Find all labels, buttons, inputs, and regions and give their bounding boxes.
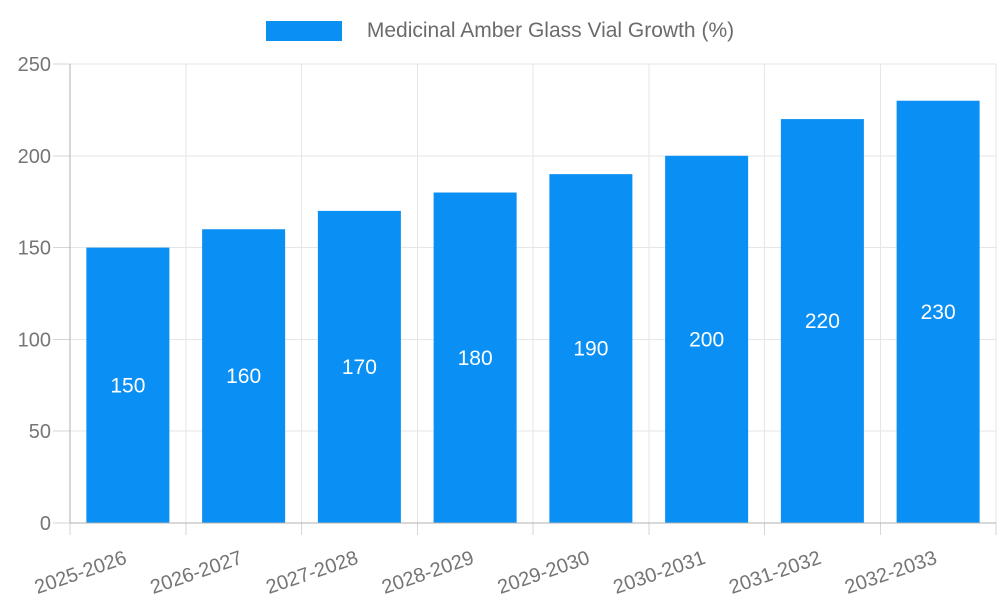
legend-label: Medicinal Amber Glass Vial Growth (%) [366, 19, 735, 42]
legend-swatch [265, 21, 342, 41]
y-tick-label: 250 [18, 54, 51, 76]
bar-value-label: 220 [805, 310, 840, 333]
bar-2032-2033[interactable] [896, 100, 980, 523]
x-tick-label: 2030-2031 [611, 547, 709, 599]
x-tick-label: 2025-2026 [32, 547, 130, 599]
bar-value-label: 200 [689, 328, 724, 351]
x-tick-label: 2027-2028 [263, 547, 361, 599]
y-tick-label: 150 [18, 238, 51, 260]
x-tick-label: 2031-2032 [726, 547, 824, 599]
x-tick-label: 2032-2033 [842, 547, 940, 599]
bar-value-label: 160 [226, 365, 261, 388]
bar-value-label: 180 [458, 347, 493, 370]
bar-2026-2027[interactable] [202, 229, 286, 524]
bar-value-label: 170 [342, 356, 377, 379]
x-tick-label: 2028-2029 [379, 547, 477, 599]
bar-value-label: 190 [573, 338, 608, 361]
bar-2031-2032[interactable] [780, 119, 864, 523]
y-tick-label: 0 [40, 513, 51, 535]
bar-2030-2031[interactable] [665, 155, 749, 524]
x-tick-label: 2026-2027 [148, 547, 246, 599]
y-tick-label: 100 [18, 329, 51, 351]
bar-value-label: 230 [921, 301, 956, 324]
bar-2028-2029[interactable] [433, 192, 517, 523]
legend-item[interactable]: Medicinal Amber Glass Vial Growth (%) [0, 18, 1000, 44]
bar-2027-2028[interactable] [317, 210, 401, 523]
bar-value-label: 150 [110, 374, 145, 397]
y-tick-label: 200 [18, 146, 51, 168]
y-tick-label: 50 [29, 421, 51, 443]
bar-2029-2030[interactable] [549, 174, 633, 523]
x-tick-label: 2029-2030 [495, 547, 593, 599]
bar-2025-2026[interactable] [86, 247, 170, 523]
